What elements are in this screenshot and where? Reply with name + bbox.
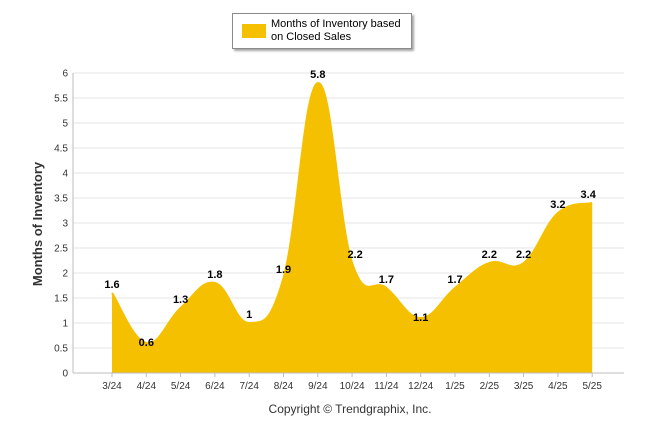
x-tick-label: 6/24 [205,381,225,392]
data-label: 1.9 [276,264,291,276]
x-tick-label: 7/24 [239,381,259,392]
data-label: 5.8 [310,69,325,81]
x-tick-label: 4/25 [548,381,568,392]
y-tick-labels: 0 0.5 1 1.5 2 2.5 3 3.5 4 4.5 5 5.5 6 [54,69,68,380]
data-label: 1.3 [173,294,188,306]
series-line [111,81,593,345]
data-label: 1.6 [104,279,119,291]
y-tick-label: 1.5 [54,294,68,305]
y-tick-label: 5.5 [54,94,68,105]
data-labels: 1.6 0.6 1.3 1.8 1 1.9 5.8 2.2 1.7 1.1 1.7 2.2 2.2 3.2… [104,69,596,349]
y-tick-label: 4 [62,169,68,180]
x-tick-label: 1/25 [445,381,465,392]
data-label: 3.2 [550,199,565,211]
y-tick-label: 0.5 [54,344,68,355]
x-tick-label: 4/24 [137,381,157,392]
y-tick-label: 3 [62,219,68,230]
x-tick-label: 12/24 [408,381,433,392]
x-tick-label: 5/25 [582,381,602,392]
data-label: 1.7 [447,274,462,286]
y-tick-label: 6 [62,69,68,80]
y-tick-label: 2 [62,269,68,280]
data-label: 1.1 [413,312,428,324]
y-tick-label: 0 [62,369,68,380]
x-tick-label: 8/24 [274,381,294,392]
x-tick-label: 11/24 [374,381,399,392]
data-label: 1.7 [379,274,394,286]
data-label: 2.2 [516,249,531,261]
data-label: 3.4 [581,189,597,201]
y-tick-label: 4.5 [54,144,68,155]
data-label: 2.2 [347,249,362,261]
legend-swatch [242,24,266,38]
data-label: 1 [246,309,252,321]
x-tick-label: 5/24 [171,381,191,392]
x-tick-label: 3/25 [514,381,534,392]
data-label: 0.6 [139,337,154,349]
data-label: 2.2 [482,249,497,261]
x-tick-labels: 3/24 4/24 5/24 6/24 7/24 8/24 9/24 10/24 11/24 12… [102,373,602,392]
y-tick-label: 5 [62,119,68,130]
legend: Months of Inventory based on Closed Sale… [232,13,412,49]
y-axis-title: Months of Inventory [30,161,45,286]
x-tick-label: 9/24 [308,381,328,392]
x-tick-label: 3/24 [102,381,122,392]
legend-label: Months of Inventory based on Closed Sale… [271,18,401,43]
y-tick-label: 1 [62,319,68,330]
data-label: 1.8 [207,269,222,281]
y-tick-label: 2.5 [54,244,68,255]
y-tick-label: 3.5 [54,194,68,205]
x-tick-label: 10/24 [340,381,365,392]
copyright-text: Copyright © Trendgraphix, Inc. [269,402,432,416]
x-tick-label: 2/25 [480,381,500,392]
series-area [112,82,593,373]
